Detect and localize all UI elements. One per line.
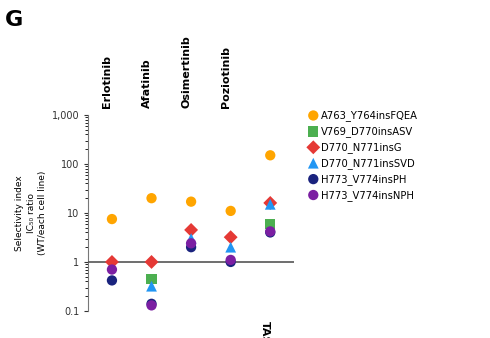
A763_Y764insFQEA [187, 199, 195, 204]
Text: TAS6417: TAS6417 [260, 321, 270, 338]
D770_N771insSVD [267, 201, 274, 207]
D770_N771insG [267, 200, 274, 206]
Text: Osimertinib: Osimertinib [181, 35, 191, 108]
Text: Poziotinib: Poziotinib [220, 46, 231, 108]
Y-axis label: Selectivity index
IC₅₀ ratio
(WT/each cell line): Selectivity index IC₅₀ ratio (WT/each ce… [15, 171, 48, 255]
H773_V774insPH [108, 278, 116, 283]
A763_Y764insFQEA [227, 208, 235, 214]
H773_V774insPH [147, 301, 155, 307]
A763_Y764insFQEA [108, 216, 116, 222]
D770_N771insG [108, 259, 116, 265]
H773_V774insNPH [267, 229, 274, 234]
D770_N771insSVD [147, 284, 155, 289]
A763_Y764insFQEA [147, 195, 155, 201]
Text: G: G [5, 10, 23, 30]
Text: Afatinib: Afatinib [142, 58, 151, 108]
V769_D770insASV [147, 276, 155, 282]
H773_V774insPH [227, 259, 235, 265]
Text: Erlotinib: Erlotinib [102, 55, 112, 108]
A763_Y764insFQEA [267, 152, 274, 158]
Legend: A763_Y764insFQEA, V769_D770insASV, D770_N771insG, D770_N771insSVD, H773_V774insP: A763_Y764insFQEA, V769_D770insASV, D770_… [309, 110, 418, 200]
H773_V774insPH [267, 230, 274, 235]
D770_N771insSVD [187, 236, 195, 241]
D770_N771insG [187, 227, 195, 233]
H773_V774insNPH [108, 267, 116, 272]
H773_V774insNPH [147, 303, 155, 308]
V769_D770insASV [267, 221, 274, 226]
D770_N771insSVD [227, 244, 235, 250]
D770_N771insG [147, 259, 155, 265]
D770_N771insG [227, 235, 235, 240]
H773_V774insNPH [227, 257, 235, 263]
H773_V774insNPH [187, 241, 195, 246]
H773_V774insPH [187, 244, 195, 250]
